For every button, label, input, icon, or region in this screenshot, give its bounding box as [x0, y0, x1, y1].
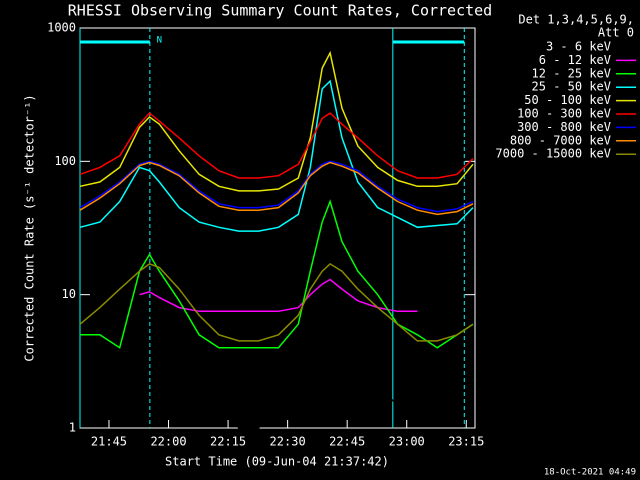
footer: 18-Oct-2021 04:49: [544, 468, 636, 478]
x-tick-label: 22:15: [210, 435, 246, 449]
x-tick-label: 22:30: [270, 435, 306, 449]
y-tick-label: 100: [54, 154, 76, 168]
x-tick-label: 22:45: [329, 435, 365, 449]
detectors: Det 1,3,4,5,6,9,: [518, 13, 634, 27]
legend-label: 800 - 7000 keV: [510, 133, 611, 147]
legend-label: 50 - 100 keV: [524, 93, 611, 107]
x-axis-title: Start Time (09-Jun-04 21:37:42): [165, 455, 389, 469]
legend-label: 7000 - 15000 keV: [495, 147, 611, 161]
series-line: [79, 262, 474, 342]
legend-label: 25 - 50 keV: [532, 80, 611, 94]
legend-label: 12 - 25 keV: [532, 66, 611, 80]
series-line: [79, 50, 474, 192]
y-tick-label: 10: [62, 287, 76, 301]
series-line: [139, 299, 418, 429]
x-tick-label: 23:15: [448, 435, 484, 449]
chart-title: RHESSI Observing Summary Count Rates, Co…: [68, 2, 492, 20]
legend-label: 100 - 300 keV: [517, 107, 611, 121]
y-tick-label: 1000: [47, 21, 76, 35]
x-tick-label: 22:00: [150, 435, 186, 449]
y-tick-label: 1: [69, 421, 76, 435]
y-axis-title: Corrected Count Rate (s⁻¹ detector⁻¹): [23, 94, 37, 361]
flag-label: N: [157, 36, 162, 46]
legend-label: 300 - 800 keV: [517, 120, 611, 134]
series-line: [80, 199, 474, 349]
series-line: [79, 79, 474, 232]
x-tick-label: 21:45: [91, 435, 127, 449]
series-line: [139, 278, 418, 313]
legend-label: 6 - 12 keV: [539, 53, 611, 67]
attenuator: Att 0: [598, 26, 634, 40]
series-line: [79, 112, 474, 179]
series-line: [79, 161, 474, 216]
x-tick-label: 23:00: [389, 435, 425, 449]
legend-label: 3 - 6 keV: [546, 40, 611, 54]
series-line: [79, 160, 474, 213]
